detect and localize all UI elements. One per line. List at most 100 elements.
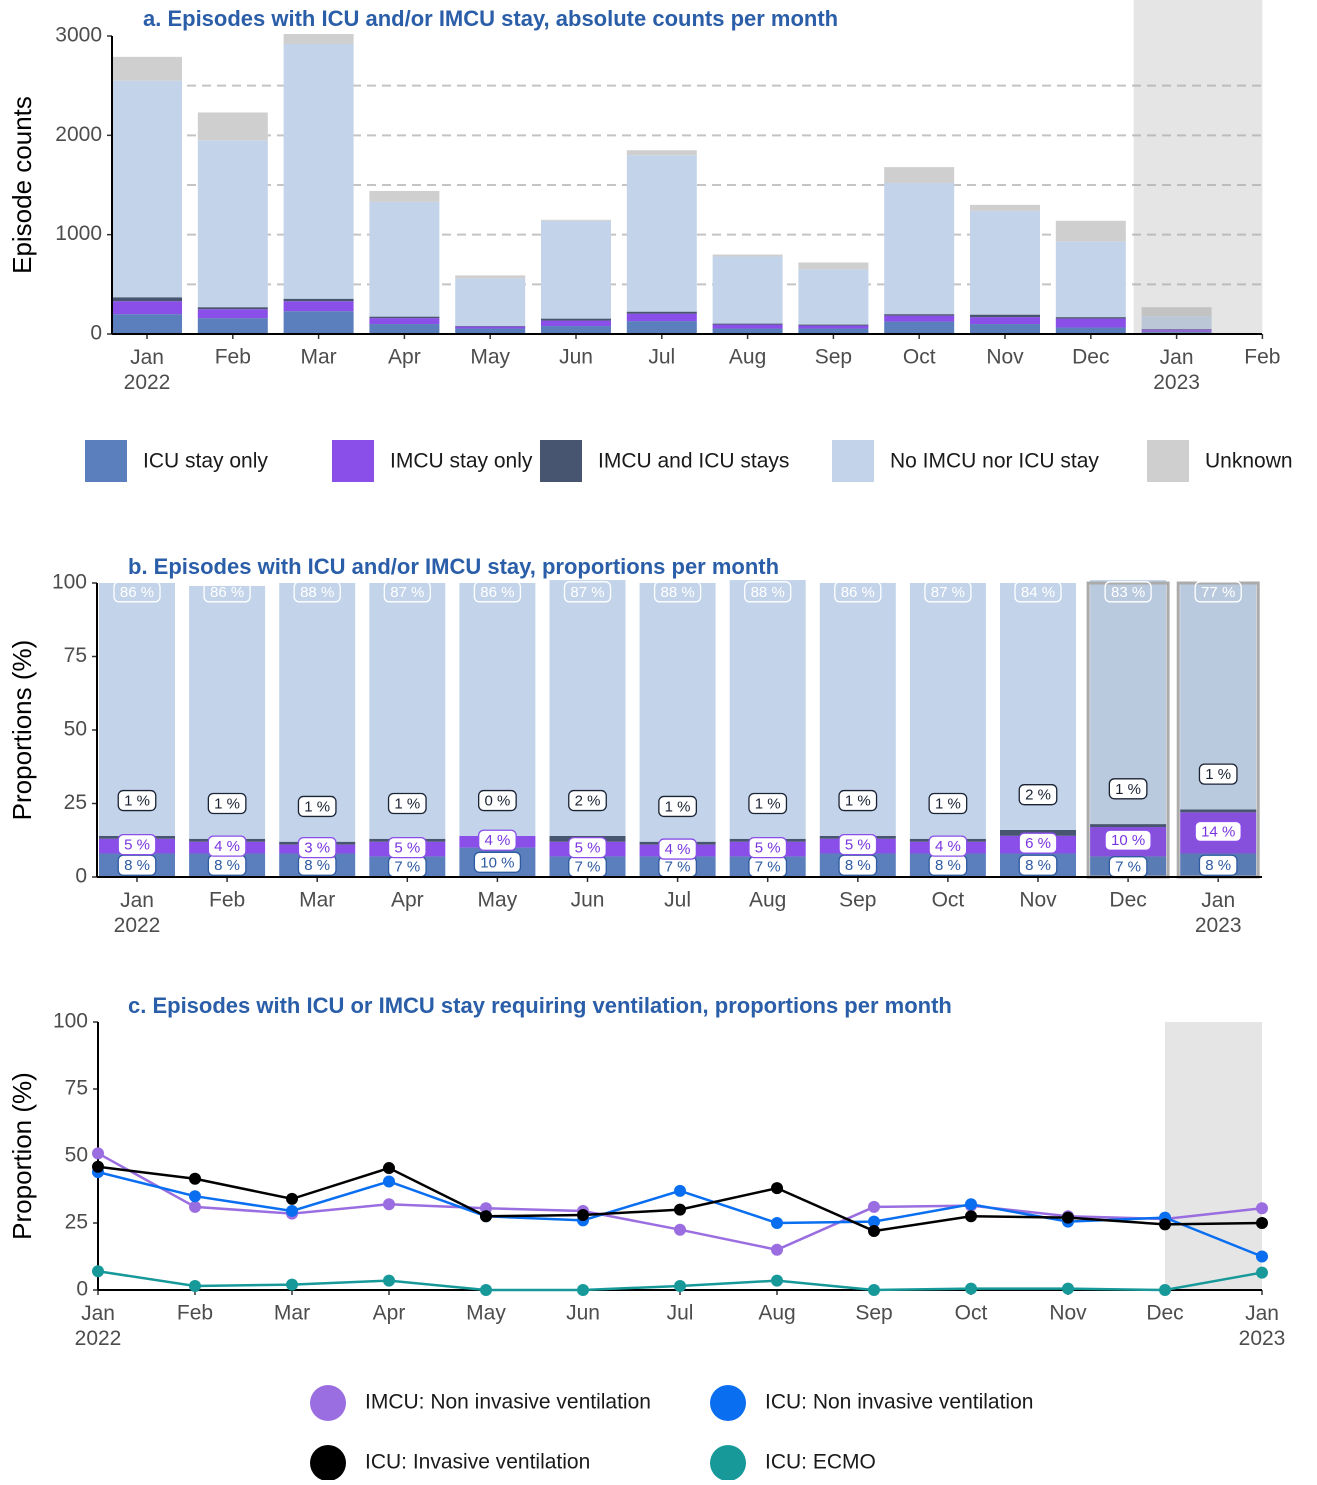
- bar-segment: [713, 325, 783, 329]
- point: [965, 1283, 977, 1295]
- value-label: 88 %: [751, 584, 785, 601]
- value-label: 1 %: [214, 795, 240, 812]
- value-label: 2 %: [575, 793, 601, 810]
- point: [1062, 1212, 1074, 1224]
- chart-title: b. Episodes with ICU and/or IMCU stay, p…: [128, 554, 779, 579]
- point: [965, 1198, 977, 1210]
- value-label: 1 %: [304, 798, 330, 815]
- y-tick-label: 100: [52, 571, 87, 594]
- y-tick-label: 25: [64, 791, 87, 814]
- bar-segment: [541, 326, 611, 334]
- legend-swatch: [1147, 440, 1189, 482]
- y-tick-label: 50: [64, 718, 87, 741]
- point: [286, 1279, 298, 1291]
- y-axis-label: Proportions (%): [7, 640, 37, 821]
- bar-segment: [713, 324, 783, 325]
- bar-segment: [369, 202, 439, 317]
- x-tick-label: Apr: [388, 346, 421, 369]
- bar-segment: [627, 155, 697, 311]
- point: [771, 1182, 783, 1194]
- legend-label: IMCU stay only: [390, 450, 533, 473]
- value-label: 8 %: [935, 857, 961, 874]
- value-label: 8 %: [304, 857, 330, 874]
- value-label: 5 %: [124, 837, 150, 854]
- point: [771, 1275, 783, 1287]
- value-label: 1 %: [845, 793, 871, 810]
- x-tick-label: Sep: [839, 889, 876, 912]
- bar-segment: [884, 322, 954, 334]
- bar-segment: [627, 312, 697, 314]
- y-tick-label: 3000: [55, 24, 102, 47]
- point: [674, 1224, 686, 1236]
- bar-segment: [112, 57, 182, 81]
- bar-segment: [627, 314, 697, 321]
- value-label: 4 %: [484, 832, 510, 849]
- legend-swatch: [332, 440, 374, 482]
- x-tick-label: Dec: [1146, 1302, 1183, 1325]
- legend-swatch: [832, 440, 874, 482]
- x-tick-label: Apr: [373, 1302, 406, 1325]
- value-label: 5 %: [845, 837, 871, 854]
- chart-title: a. Episodes with ICU and/or IMCU stay, a…: [143, 6, 838, 31]
- bar-segment: [112, 297, 182, 301]
- x-tick-label: Sep: [855, 1302, 892, 1325]
- legend-marker: [310, 1385, 346, 1421]
- value-label: 4 %: [935, 838, 961, 855]
- x-tick-label: Apr: [391, 889, 424, 912]
- bar-segment: [198, 309, 268, 318]
- bar-segment: [112, 301, 182, 314]
- bar-segment: [198, 140, 268, 307]
- value-label: 88 %: [300, 584, 334, 601]
- bar-segment: [1056, 221, 1126, 242]
- legend-marker: [710, 1385, 746, 1421]
- value-label: 8 %: [1205, 857, 1231, 874]
- point: [1062, 1283, 1074, 1295]
- point: [868, 1201, 880, 1213]
- bar-segment: [455, 275, 525, 278]
- value-label: 1 %: [755, 795, 781, 812]
- value-label: 83 %: [1111, 584, 1145, 601]
- value-label: 77 %: [1201, 584, 1235, 601]
- point: [674, 1280, 686, 1292]
- x-tick-label: Oct: [903, 346, 936, 369]
- x-tick-label: Nov: [1049, 1302, 1087, 1325]
- bar-segment: [541, 319, 611, 321]
- x-tick-label: Nov: [986, 346, 1024, 369]
- bar-segment: [884, 314, 954, 315]
- value-label: 1 %: [124, 793, 150, 810]
- value-label: 8 %: [124, 857, 150, 874]
- value-label: 8 %: [214, 857, 240, 874]
- x-tick-label: Feb: [1244, 346, 1280, 369]
- value-label: 7 %: [575, 859, 601, 876]
- point: [868, 1284, 880, 1296]
- point: [383, 1162, 395, 1174]
- y-axis-label: Proportion (%): [7, 1072, 37, 1240]
- legend-label: ICU: Invasive ventilation: [365, 1451, 590, 1474]
- x-tick-label: Feb: [177, 1302, 213, 1325]
- bar-segment: [198, 318, 268, 334]
- y-tick-label: 0: [90, 322, 102, 345]
- point: [286, 1205, 298, 1217]
- x-tick-label: Mar: [301, 346, 337, 369]
- bar-segment: [970, 211, 1040, 315]
- point: [480, 1284, 492, 1296]
- x-tick-label: Mar: [274, 1302, 310, 1325]
- point: [92, 1147, 104, 1159]
- value-label: 5 %: [575, 840, 601, 857]
- point: [383, 1275, 395, 1287]
- bar-segment: [284, 311, 354, 334]
- legend-label: No IMCU nor ICU stay: [890, 450, 1099, 473]
- x-tick-label: Jul: [667, 1302, 694, 1325]
- point: [189, 1173, 201, 1185]
- value-label: 7 %: [1115, 859, 1141, 876]
- x-tick-label: Oct: [955, 1302, 988, 1325]
- point: [771, 1244, 783, 1256]
- value-label: 87 %: [931, 584, 965, 601]
- x-tick-label: Mar: [299, 889, 335, 912]
- y-axis-label: Episode counts: [7, 96, 37, 274]
- legend-label: ICU stay only: [143, 450, 268, 473]
- legend-label: Unknown: [1205, 450, 1293, 473]
- x-tick-label: Feb: [209, 889, 245, 912]
